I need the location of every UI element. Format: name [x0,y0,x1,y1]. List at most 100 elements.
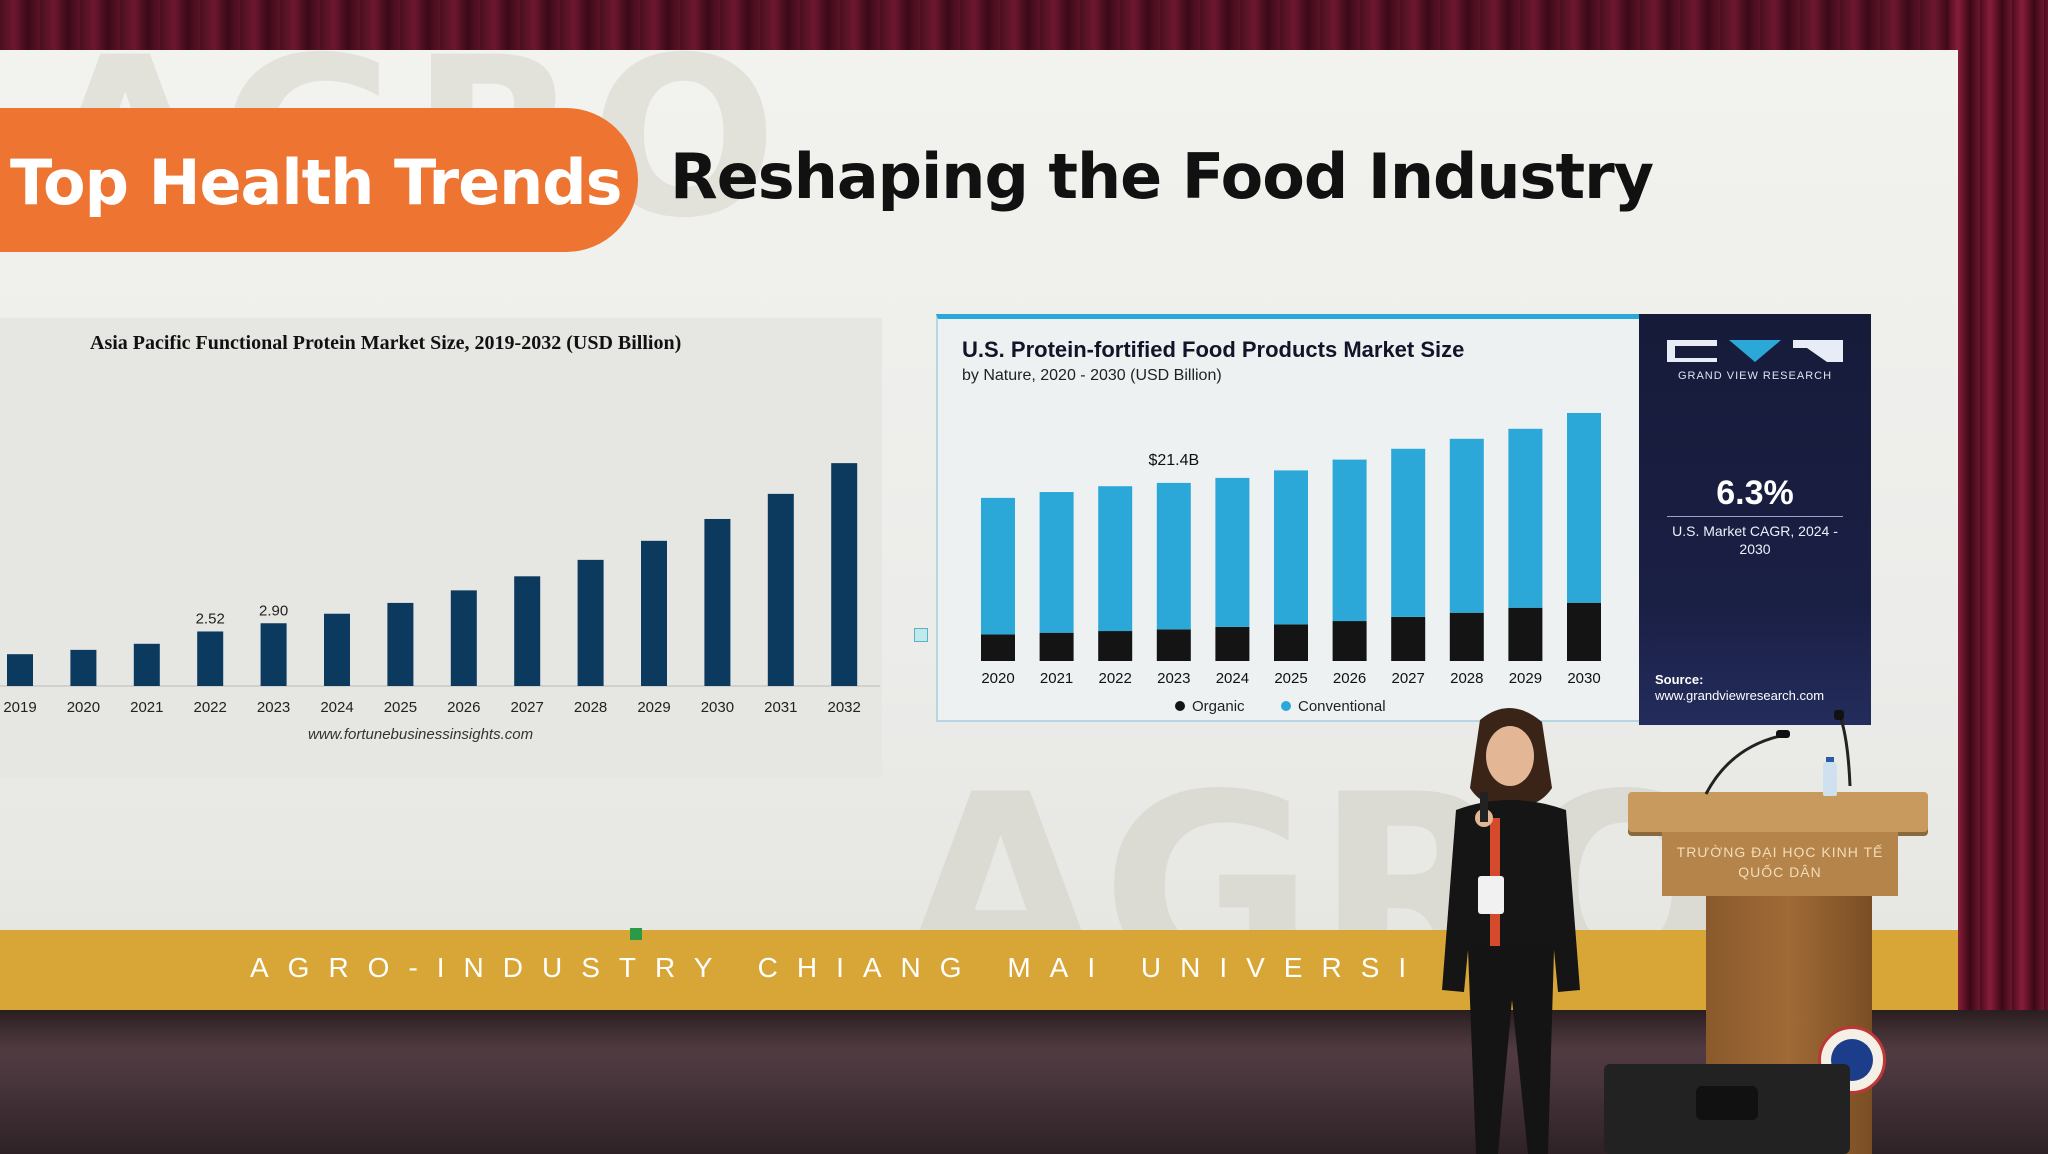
left-data-label-2022: 2.52 [196,610,225,627]
right-stacked-bar-chart: 2020 2021 2022 2023 2024 2025 2026 2027 2028 2029… [981,412,1601,715]
left-tick-2029: 2029 [637,699,670,716]
left-bar-2023 [260,623,287,686]
right-bar-organic-2020 [981,634,1015,661]
right-tick-2026: 2026 [1333,670,1366,687]
right-bar-organic-2021 [1039,632,1074,661]
right-bar-conventional-2030 [1567,412,1601,603]
right-tick-2027: 2027 [1392,670,1425,687]
right-tick-2020: 2020 [981,670,1014,687]
podium-microphone-2-icon [1834,710,1852,787]
left-bar-2029 [641,540,667,686]
podium-microphone-icon [1704,730,1790,795]
right-bar-organic-2029 [1508,607,1543,661]
left-bar-2031 [767,493,794,686]
right-tick-2028: 2028 [1450,670,1483,687]
left-tick-2031: 2031 [764,699,797,716]
left-tick-2024: 2024 [320,699,353,716]
right-bar-organic-2024 [1215,626,1250,661]
right-bar-organic-2022 [1098,631,1133,661]
legend-marker-conventional [1281,701,1291,711]
title-highlight-pill: Top Health Trends [0,108,638,252]
right-bar-conventional-2023 [1156,482,1191,630]
left-bar-2025 [387,602,414,686]
left-bar-chart: 2019 2020 2021 2022 2023 2024 2025 2026 2027 2028… [0,463,880,716]
right-bar-conventional-2029 [1508,428,1543,608]
cagr-value: 6.3% [1716,474,1794,512]
water-bottle-cap [1826,757,1834,764]
right-bar-conventional-2022 [1098,486,1133,632]
left-tick-2030: 2030 [701,699,734,716]
left-bar-2021 [133,643,160,686]
grand-view-logo-icon [1667,340,1843,362]
left-tick-2026: 2026 [447,699,480,716]
right-annotation: $21.4B [1148,452,1199,469]
right-tick-2030: 2030 [1567,670,1600,687]
left-chart-source: www.fortunebusinessinsights.com [308,726,534,743]
podium-top [1628,792,1928,832]
grand-view-sidebar: GRAND VIEW RESEARCH 6.3% U.S. Market CAG… [1639,314,1871,725]
right-bar-conventional-2026 [1332,459,1367,622]
left-tick-2028: 2028 [574,699,607,716]
legend-label-conventional: Conventional [1298,698,1386,715]
left-bar-2020 [70,649,97,686]
water-bottle [1823,762,1837,796]
cagr-label: U.S. Market CAGR, 2024 - 2030 [1672,523,1838,557]
cagr-divider [1667,516,1843,517]
left-tick-2019: 2019 [3,699,36,716]
footer-accent-mark [630,928,642,940]
legend-label-organic: Organic [1192,698,1245,715]
left-tick-2021: 2021 [130,699,163,716]
university-emblem-icon [1818,1026,1886,1094]
left-tick-2032: 2032 [828,699,861,716]
right-bar-organic-2025 [1274,624,1308,661]
left-bar-2032 [831,463,858,686]
right-chart-title: U.S. Protein-fortified Food Products Mar… [962,337,1465,362]
right-tick-2023: 2023 [1157,670,1190,687]
right-bar-organic-2026 [1332,621,1367,661]
right-bar-organic-2027 [1391,616,1426,661]
left-bar-2026 [450,590,477,686]
right-tick-2024: 2024 [1216,670,1249,687]
right-bar-conventional-2021 [1039,492,1074,633]
presenter-figure [1442,707,1580,1154]
right-chart-subtitle: by Nature, 2020 - 2030 (USD Billion) [962,367,1222,384]
left-bar-2019 [7,654,33,686]
grand-view-brand: GRAND VIEW RESEARCH [1677,370,1833,382]
projection-screen: AGRO AGRO Top Health Trends Reshaping th… [0,50,1958,1010]
left-tick-2020: 2020 [67,699,100,716]
sidebar-source-url: www.grandviewresearch.com [1655,688,1825,703]
stage-monitor-speaker [1604,1064,1850,1154]
right-bar-conventional-2028 [1449,438,1484,613]
podium-label: TRƯỜNG ĐẠI HỌC KINH TẾ QUỐC DÂN [1676,844,1884,880]
right-bar-conventional-2024 [1215,477,1250,627]
us-protein-chart-panel: U.S. Protein-fortified Food Products Mar… [936,314,1871,725]
right-bar-organic-2028 [1449,612,1484,661]
asia-pacific-chart-panel: Asia Pacific Functional Protein Market S… [0,318,882,778]
title-highlight: Top Health Trends [10,146,623,219]
right-tick-2021: 2021 [1040,670,1073,687]
left-bar-2024 [324,613,350,686]
left-tick-2027: 2027 [511,699,544,716]
pointer-marker [914,628,928,642]
right-tick-2029: 2029 [1509,670,1542,687]
right-bar-conventional-2025 [1274,470,1308,625]
left-tick-2022: 2022 [194,699,227,716]
slide-footer-text: AGRO-INDUSTRY CHIANG MAI UNIVERSI [250,952,1426,983]
slide-title: Reshaping the Food Industry [670,140,1654,213]
stage-curtain-right [1948,0,2048,1154]
left-bar-2030 [704,518,731,686]
right-bar-conventional-2020 [981,497,1015,635]
right-bar-organic-2023 [1156,629,1191,661]
right-tick-2025: 2025 [1274,670,1307,687]
left-tick-2025: 2025 [384,699,417,716]
legend-marker-organic [1175,701,1185,711]
left-chart-title: Asia Pacific Functional Protein Market S… [90,332,682,354]
left-bar-2027 [514,576,541,686]
left-data-label-2023: 2.90 [259,602,288,619]
right-tick-2022: 2022 [1099,670,1132,687]
right-bar-organic-2030 [1567,602,1601,661]
sidebar-source-label: Source: [1655,672,1704,687]
left-bar-2028 [577,559,604,686]
slide-footer-band: AGRO-INDUSTRY CHIANG MAI UNIVERSI [0,930,1958,1010]
stage-curtain-top [0,0,2048,58]
